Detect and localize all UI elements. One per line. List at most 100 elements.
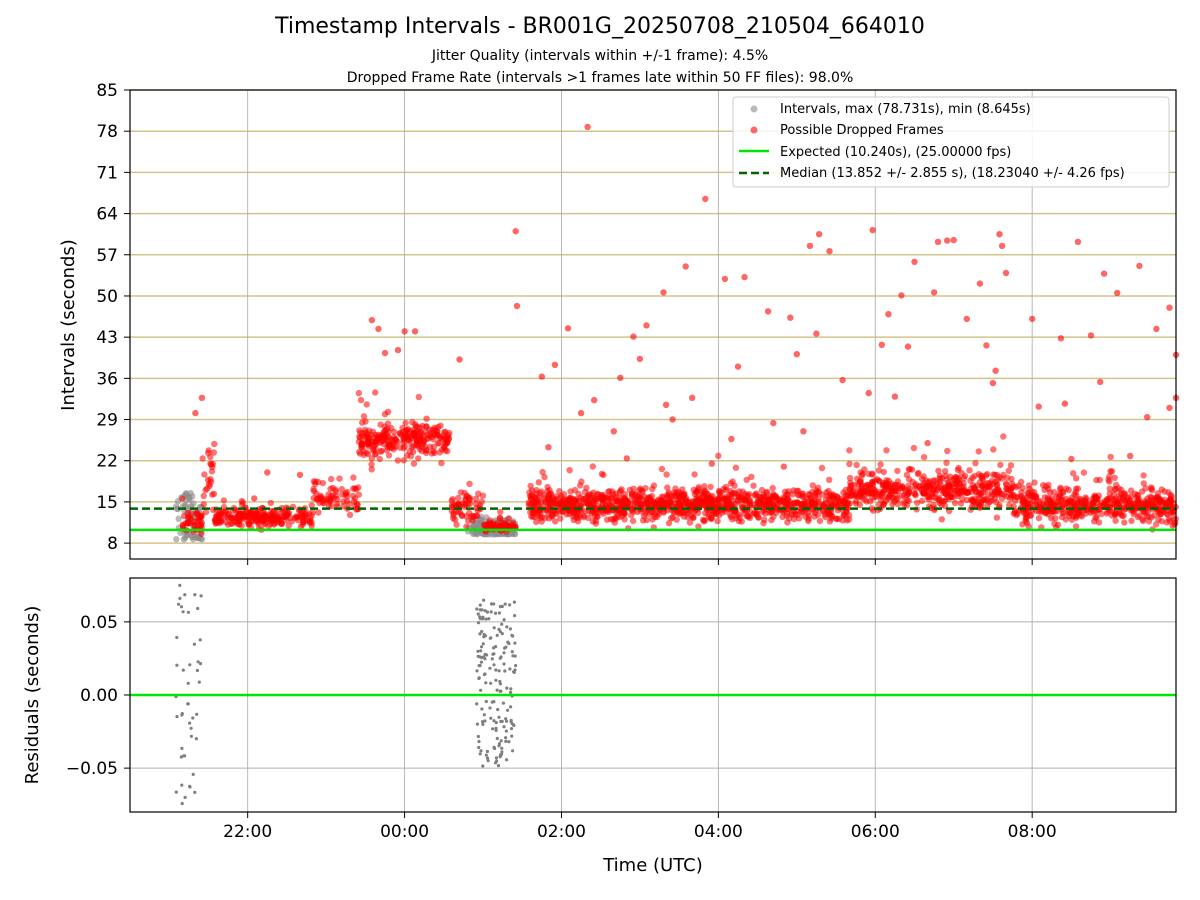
- dropped-frame-point: [729, 490, 736, 497]
- dropped-frame-outlier: [1166, 404, 1173, 411]
- dropped-frame-point: [1018, 478, 1025, 486]
- dropped-frame-outlier: [815, 231, 823, 238]
- dropped-frame-point: [829, 501, 836, 509]
- dropped-frame-point: [385, 434, 392, 441]
- dropped-frame-point: [1072, 485, 1080, 493]
- dropped-frame-point: [202, 508, 210, 516]
- dropped-frame-point: [645, 501, 652, 509]
- dropped-frame-point: [409, 448, 417, 456]
- dropped-frame-point: [789, 511, 796, 518]
- x-tick-label: 00:00: [380, 822, 429, 842]
- dropped-frame-point: [531, 494, 538, 502]
- residual-point: [178, 596, 182, 601]
- residual-point: [495, 633, 499, 638]
- dropped-frame-point: [906, 465, 913, 473]
- y-tick-label: 64: [96, 205, 118, 225]
- residual-point: [193, 593, 197, 597]
- dropped-frame-point: [1144, 495, 1151, 502]
- dropped-frame-point: [868, 505, 876, 512]
- residual-point: [480, 629, 484, 634]
- dropped-frame-point: [400, 439, 408, 446]
- dropped-frame-point: [187, 515, 194, 522]
- dropped-frame-point: [867, 498, 874, 505]
- dropped-frame-outlier: [878, 341, 885, 348]
- dropped-frame-outlier: [368, 316, 376, 324]
- dropped-frame-point: [993, 471, 1001, 479]
- dropped-frame-outlier: [885, 311, 892, 318]
- dropped-frame-point: [415, 443, 422, 450]
- x-axis-label: Time (UTC): [602, 855, 703, 876]
- dropped-frame-point: [404, 434, 412, 441]
- dropped-frame-point: [200, 501, 207, 508]
- dropped-frame-point: [1093, 513, 1100, 521]
- residual-point: [486, 759, 490, 763]
- dropped-frame-point: [308, 502, 315, 509]
- dropped-frame-point: [200, 492, 207, 500]
- interval-point: [181, 534, 189, 542]
- dropped-frame-point: [880, 468, 887, 476]
- dropped-frame-point: [718, 509, 726, 516]
- residual-point: [195, 668, 199, 673]
- dropped-frame-point: [260, 517, 267, 525]
- dropped-frame-point: [372, 450, 379, 458]
- dropped-frame-outlier: [1057, 335, 1065, 342]
- dropped-frame-point: [942, 472, 949, 479]
- dropped-frame-point: [529, 513, 537, 520]
- dropped-frame-point: [713, 508, 721, 515]
- dropped-frame-point: [236, 521, 243, 528]
- dropped-frame-outlier: [976, 280, 984, 287]
- residual-point: [181, 668, 185, 672]
- dropped-frame-point: [410, 460, 418, 467]
- residual-point: [478, 603, 482, 607]
- dropped-frame-point: [1169, 508, 1176, 516]
- dropped-frame-outlier: [793, 351, 800, 358]
- dropped-frame-point: [456, 509, 464, 516]
- dropped-frame-outlier: [996, 231, 1003, 238]
- dropped-frame-point: [911, 490, 918, 498]
- dropped-frame-point: [334, 495, 341, 503]
- dropped-frame-point: [932, 477, 939, 484]
- residual-point: [487, 617, 491, 621]
- dropped-frame-point: [319, 479, 327, 487]
- dropped-frame-point: [802, 498, 810, 506]
- dropped-frame-point: [462, 495, 469, 502]
- dropped-frame-outlier: [1087, 332, 1095, 339]
- residual-point: [186, 681, 190, 685]
- dropped-frame-point: [436, 449, 443, 456]
- dropped-frame-point: [915, 483, 922, 490]
- residual-point: [478, 615, 482, 619]
- dropped-frame-point: [664, 484, 671, 491]
- dropped-frame-point: [1127, 487, 1135, 494]
- dropped-frame-point: [479, 492, 487, 499]
- dropped-frame-point: [308, 522, 315, 529]
- dropped-frame-point: [1017, 493, 1024, 500]
- residual-point: [478, 632, 482, 636]
- dropped-frame-point: [641, 493, 648, 500]
- dropped-frame-outlier: [1035, 403, 1042, 410]
- dropped-frame-outlier: [992, 367, 999, 374]
- dropped-frame-point: [575, 490, 582, 498]
- residual-point: [494, 645, 498, 649]
- residual-point: [482, 713, 486, 717]
- dropped-frame-rate-subtitle: Dropped Frame Rate (intervals >1 frames …: [346, 70, 854, 86]
- dropped-frame-point: [374, 433, 381, 440]
- dropped-frame-outlier: [538, 373, 546, 380]
- dropped-frame-point: [1167, 501, 1174, 508]
- x-tick-label: 22:00: [223, 822, 272, 842]
- dropped-frame-point: [624, 497, 632, 505]
- dropped-frame-point: [660, 509, 667, 516]
- residual-point: [492, 745, 496, 750]
- dropped-frame-point: [1035, 514, 1043, 522]
- residual-point: [479, 688, 483, 692]
- residual-point: [497, 611, 501, 615]
- residual-point: [493, 611, 498, 615]
- dropped-frame-outlier: [623, 455, 630, 462]
- dropped-frame-point: [346, 511, 354, 519]
- dropped-frame-point: [448, 497, 455, 504]
- residual-point: [509, 719, 513, 724]
- residual-point: [478, 664, 482, 668]
- dropped-frame-point: [1023, 519, 1031, 527]
- dropped-frame-point: [1107, 453, 1114, 461]
- dropped-frame-outlier: [264, 469, 271, 476]
